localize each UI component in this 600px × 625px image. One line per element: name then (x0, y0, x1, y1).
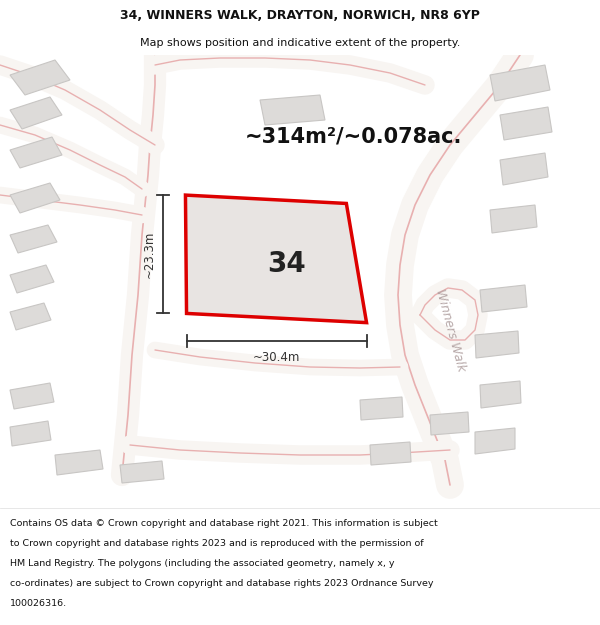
Polygon shape (475, 331, 519, 358)
Text: ~314m²/~0.078ac.: ~314m²/~0.078ac. (245, 127, 463, 147)
Polygon shape (480, 381, 521, 408)
Polygon shape (430, 412, 469, 435)
Polygon shape (10, 225, 57, 253)
Polygon shape (10, 421, 51, 446)
Text: to Crown copyright and database rights 2023 and is reproduced with the permissio: to Crown copyright and database rights 2… (10, 539, 424, 548)
Polygon shape (370, 442, 411, 465)
Polygon shape (185, 195, 367, 322)
Polygon shape (10, 383, 54, 409)
Polygon shape (500, 107, 552, 140)
Polygon shape (120, 461, 164, 483)
Polygon shape (10, 265, 54, 293)
Text: Contains OS data © Crown copyright and database right 2021. This information is : Contains OS data © Crown copyright and d… (10, 519, 438, 528)
Text: 34: 34 (267, 249, 305, 278)
Polygon shape (55, 450, 103, 475)
Polygon shape (260, 95, 325, 125)
Polygon shape (500, 153, 548, 185)
Polygon shape (10, 60, 70, 95)
Text: Map shows position and indicative extent of the property.: Map shows position and indicative extent… (140, 38, 460, 48)
Polygon shape (10, 137, 62, 168)
Polygon shape (490, 205, 537, 233)
Polygon shape (360, 397, 403, 420)
Polygon shape (10, 183, 60, 213)
Text: Winners Walk: Winners Walk (433, 288, 467, 372)
Polygon shape (490, 65, 550, 101)
Text: ~23.3m: ~23.3m (142, 231, 155, 278)
Text: 34, WINNERS WALK, DRAYTON, NORWICH, NR8 6YP: 34, WINNERS WALK, DRAYTON, NORWICH, NR8 … (120, 9, 480, 22)
Text: HM Land Registry. The polygons (including the associated geometry, namely x, y: HM Land Registry. The polygons (includin… (10, 559, 395, 568)
Polygon shape (10, 97, 62, 129)
Polygon shape (475, 428, 515, 454)
Text: ~30.4m: ~30.4m (253, 351, 300, 364)
Text: co-ordinates) are subject to Crown copyright and database rights 2023 Ordnance S: co-ordinates) are subject to Crown copyr… (10, 579, 434, 587)
Text: 100026316.: 100026316. (10, 599, 67, 608)
Polygon shape (480, 285, 527, 312)
Polygon shape (10, 303, 51, 330)
